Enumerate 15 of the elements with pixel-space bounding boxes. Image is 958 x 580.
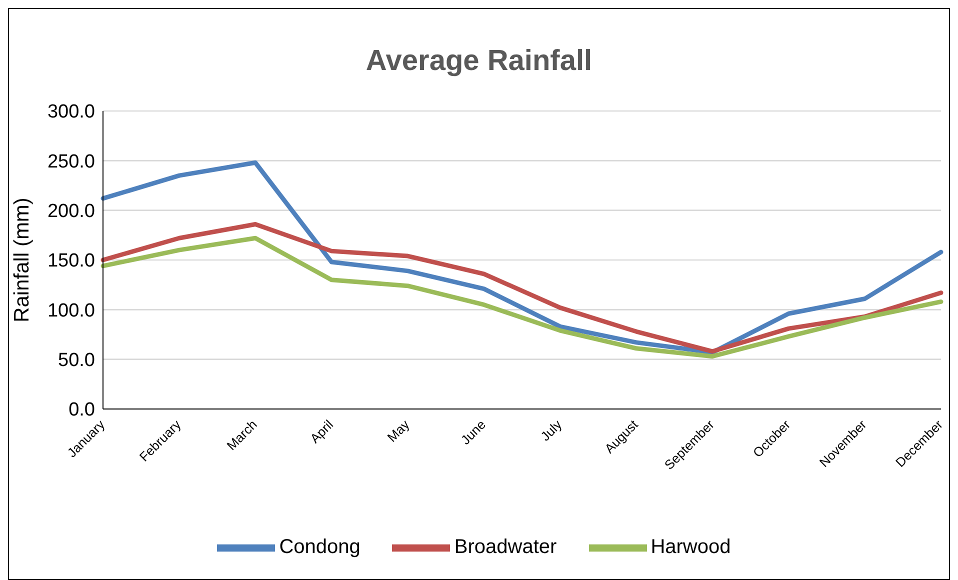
y-tick-label: 50.0 [58,350,95,372]
legend-label: Harwood [650,536,731,558]
y-tick-label: 150.0 [47,250,95,272]
chart-title: Average Rainfall [364,45,594,78]
x-tick-label: May [384,416,413,445]
line-series [100,160,944,355]
y-tick-label: 200.0 [47,201,95,222]
y-tick-label: 100.0 [47,300,95,322]
legend-label: Condong [279,536,360,558]
legend-label: Broadwater [454,536,557,558]
y-tick-label: 250.0 [47,151,95,172]
y-tick-label: 300.0 [47,102,95,123]
y-axis-title: Rainfall (mm) [10,198,34,322]
y-tick-label: 0.0 [68,400,95,421]
x-tick-label: July [538,416,565,444]
